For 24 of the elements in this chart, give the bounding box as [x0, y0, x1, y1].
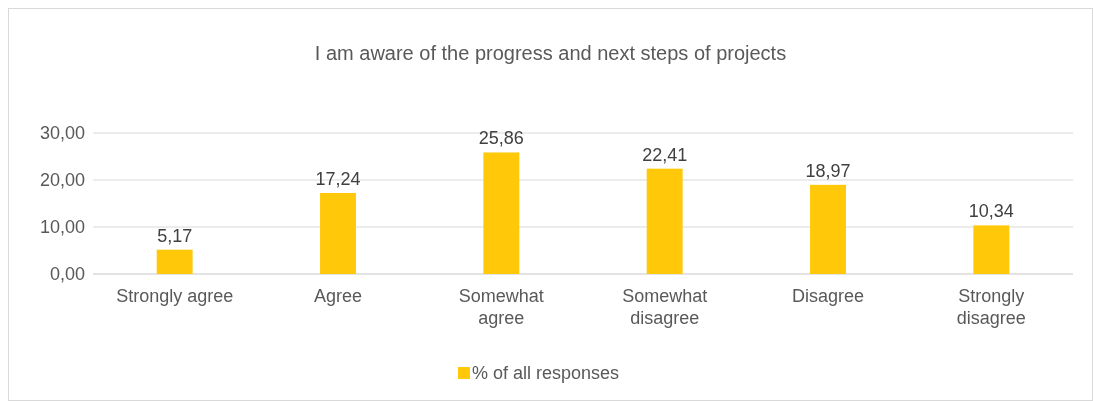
- y-tick-label: 20,00: [39, 170, 85, 191]
- x-tick-label: Somewhat agree: [458, 286, 544, 328]
- bar: [320, 192, 356, 274]
- legend-label: % of all responses: [471, 363, 620, 383]
- data-label: 10,34: [968, 201, 1014, 222]
- data-label: 22,41: [642, 144, 688, 165]
- data-label: 17,24: [315, 168, 361, 189]
- bar: [973, 225, 1010, 274]
- x-tick-label: Disagree: [791, 286, 865, 306]
- y-tick-label: 0,00: [49, 264, 85, 285]
- bar: [810, 184, 846, 274]
- x-tick-label: Somewhat disagree: [622, 286, 708, 328]
- x-tick-label: Strongly disagree: [956, 286, 1026, 328]
- x-tick-label: Strongly agree: [116, 286, 234, 306]
- x-tick-label: Agree: [313, 286, 363, 306]
- bar: [483, 152, 520, 274]
- bar: [646, 168, 683, 274]
- bar: [156, 249, 193, 274]
- chart-title: I am aware of the progress and next steps of projects: [314, 42, 787, 64]
- y-tick-label: 10,00: [39, 217, 85, 238]
- y-tick-label: 30,00: [39, 123, 85, 144]
- data-label: 5,17: [157, 225, 193, 246]
- data-label: 18,97: [805, 160, 851, 181]
- data-label: 25,86: [478, 128, 524, 149]
